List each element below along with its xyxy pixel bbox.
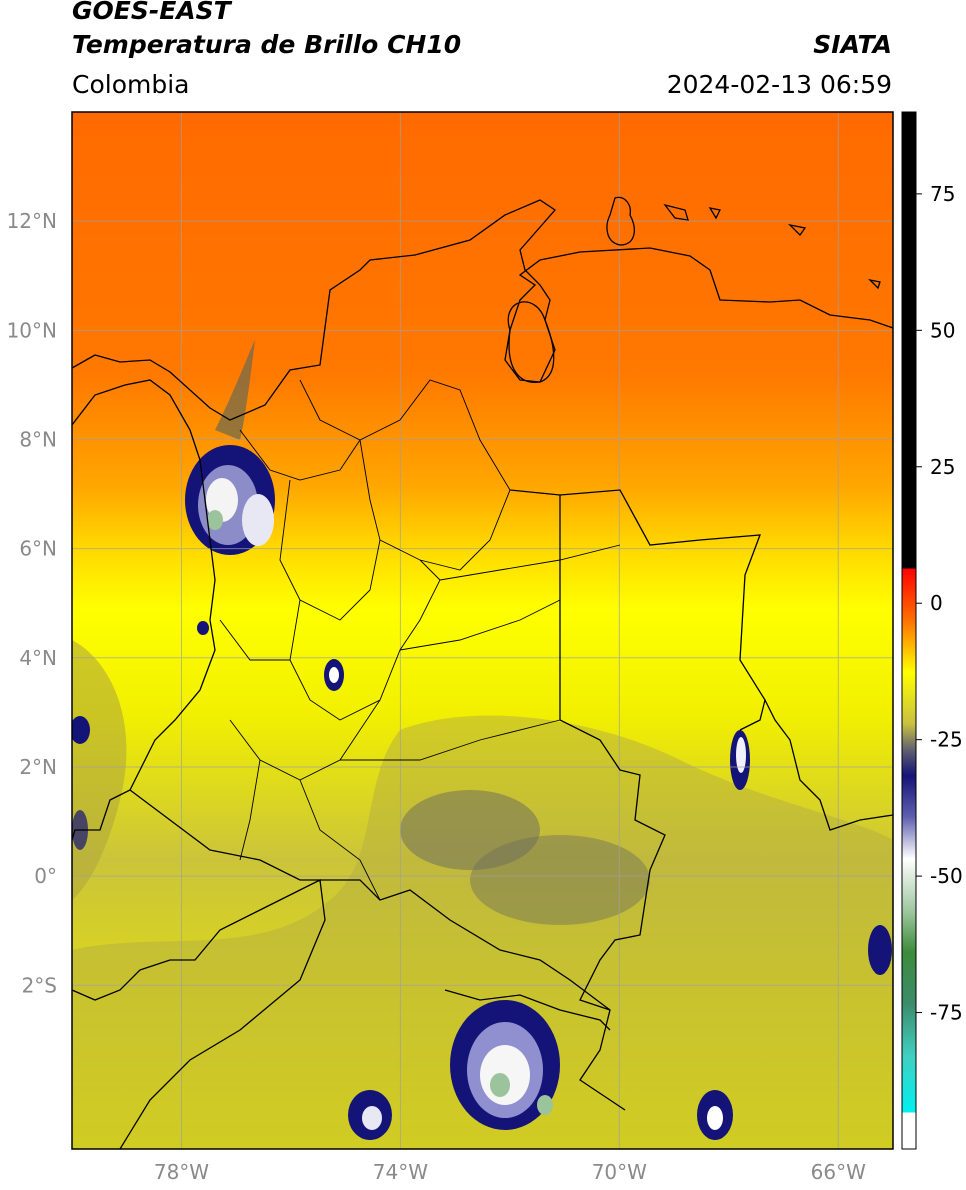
map-frame: [71, 111, 894, 1150]
colorbar-tick-label: -75: [930, 1001, 963, 1025]
satellite-title: GOES-EAST: [72, 0, 231, 25]
latitude-tick-label: 6°N: [19, 537, 57, 561]
latitude-tick-label: 12°N: [7, 209, 57, 233]
colorbar-tick-label: -50: [930, 864, 963, 888]
latitude-tick-label: 8°N: [19, 427, 57, 451]
graticule: [72, 112, 893, 1149]
colorbar-frame: [901, 111, 917, 1150]
border-colombia-venezuela: [509, 489, 766, 731]
border-venezuela-brazil: [764, 699, 893, 831]
latitude-tick-label: 2°S: [22, 973, 57, 997]
departments: [219, 379, 621, 901]
colorbar-tick-label: 75: [930, 182, 955, 206]
x-axis-ticks: 78°W 74°W 70°W 66°W: [154, 1160, 866, 1184]
lake-maracaibo: [507, 301, 555, 384]
product-title: Temperatura de Brillo CH10: [72, 30, 462, 59]
colorbar-tick-label: -25: [930, 728, 963, 752]
longitude-tick-label: 66°W: [811, 1160, 866, 1184]
colorbar-ticks: 75 50 25 0 -25 -50 -75: [916, 182, 963, 1025]
longitude-tick-label: 78°W: [154, 1160, 209, 1184]
colorbar-tick-label: 25: [930, 455, 955, 479]
colorbar-gradient: [902, 112, 916, 1149]
border-colombia-peru-ecuador: [129, 789, 626, 1111]
timestamp-label: 2024-02-13 06:59: [666, 70, 892, 99]
longitude-tick-label: 70°W: [592, 1160, 647, 1184]
boundaries: [72, 196, 893, 1149]
colorbar: 75 50 25 0 -25 -50 -75: [901, 111, 963, 1150]
latitude-tick-label: 10°N: [7, 318, 57, 342]
brand-label: SIATA: [813, 30, 892, 59]
colorbar-tick-label: 50: [930, 318, 955, 342]
colorbar-tick-label: 0: [930, 591, 943, 615]
y-axis-ticks: 12°N 10°N 8°N 6°N 4°N 2°N 0° 2°S: [7, 209, 57, 997]
latitude-tick-label: 4°N: [19, 646, 57, 670]
longitude-tick-label: 74°W: [373, 1160, 428, 1184]
border-peru-brazil: [444, 989, 611, 1031]
islands: [606, 196, 881, 290]
coastline-caribbean: [72, 199, 893, 421]
coastline-ecuador-peru: [72, 879, 326, 1149]
coastline-pacific: [72, 379, 216, 841]
cloud-cover: [72, 340, 893, 1149]
latitude-tick-label: 2°N: [19, 755, 57, 779]
latitude-tick-label: 0°: [34, 864, 57, 888]
region-label: Colombia: [72, 70, 190, 99]
border-colombia-brazil: [559, 495, 666, 1011]
